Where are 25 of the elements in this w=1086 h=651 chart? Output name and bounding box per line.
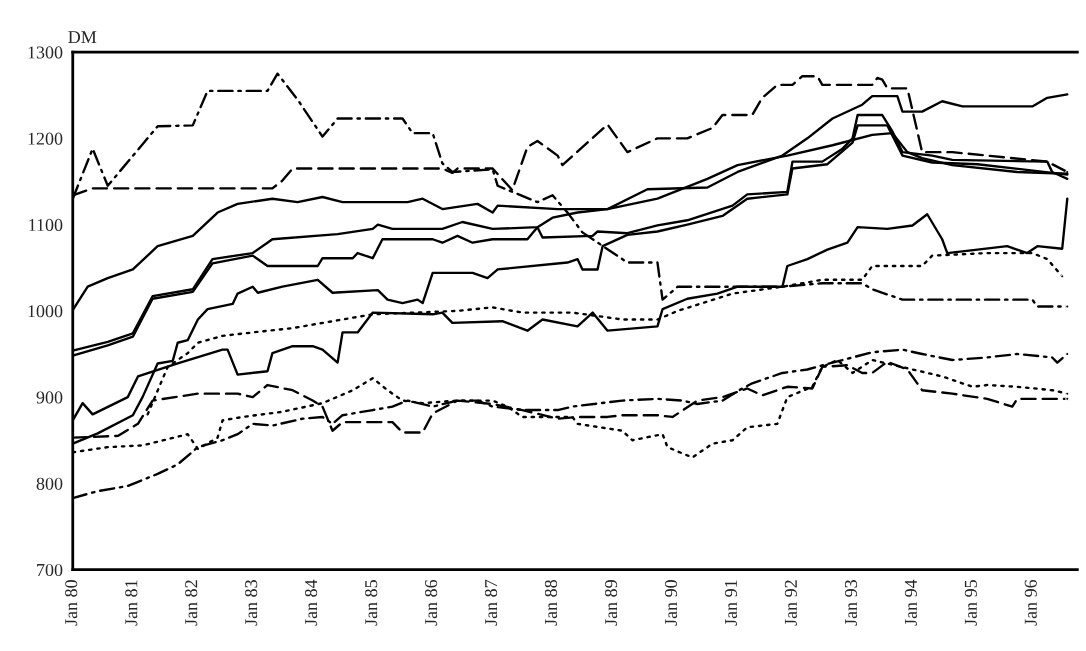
y-tick-label: 1300 — [28, 46, 63, 59]
x-tick-label: Jan 89 — [604, 580, 618, 626]
y-tick-label: 1000 — [28, 305, 63, 318]
x-tick-label: Jan 80 — [65, 580, 78, 626]
x-tick-label: Jan 93 — [844, 580, 858, 626]
x-tick-label: Jan 90 — [664, 580, 678, 626]
y-tick-label: 700 — [37, 563, 63, 577]
x-tick-label: Jan 85 — [365, 580, 378, 626]
x-tick-label: Jan 82 — [185, 580, 198, 626]
x-tick-label: Jan 96 — [1024, 579, 1037, 626]
x-tick-label: Jan 94 — [904, 579, 917, 626]
x-tick-label: Jan 81 — [125, 580, 138, 626]
x-tick-label: Jan 95 — [964, 580, 977, 626]
y-tick-label: 1100 — [29, 218, 63, 232]
x-tick-label: Jan 84 — [304, 579, 318, 626]
y-tick-label: 800 — [36, 477, 63, 490]
x-tick-label: Jan 87 — [484, 579, 498, 626]
x-tick-label: Jan 88 — [544, 580, 558, 626]
y-axis-title: DM — [68, 31, 97, 44]
y-tick-label: 900 — [36, 391, 63, 404]
x-tick-label: Jan 86 — [425, 579, 438, 626]
x-tick-label: Jan 91 — [724, 580, 738, 626]
x-tick-label: Jan 92 — [784, 580, 797, 626]
y-tick-label: 1200 — [28, 132, 63, 145]
x-tick-label: Jan 83 — [245, 580, 258, 626]
